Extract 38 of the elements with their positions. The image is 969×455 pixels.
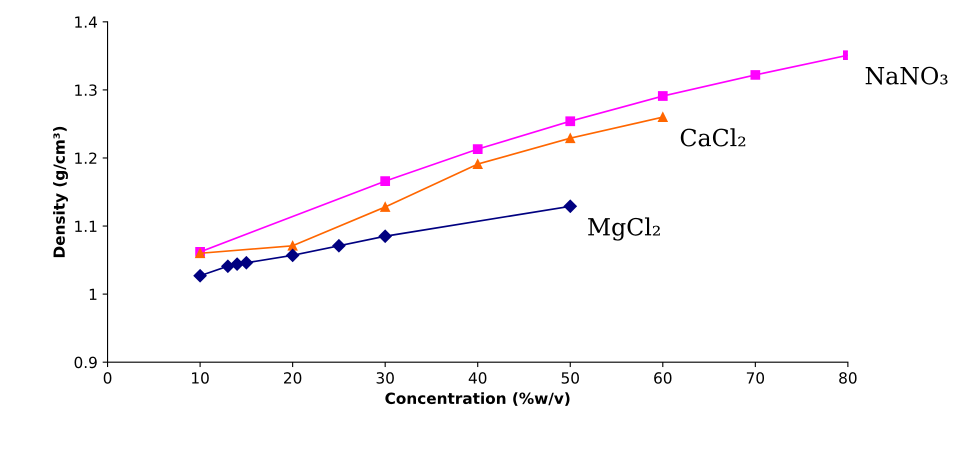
y-tick-label: 0.9	[74, 356, 97, 368]
point	[564, 200, 577, 213]
x-tick-label: 10	[192, 372, 209, 384]
y-tick-label: 1.2	[75, 152, 96, 164]
series-label: NaNO₃	[866, 66, 948, 85]
y-tick-label: 1.4	[75, 16, 97, 28]
x-tick-label: 20	[284, 372, 302, 384]
point	[286, 248, 300, 262]
x-tick-label: 80	[839, 372, 857, 384]
x-tick-label: 0	[104, 372, 112, 384]
point	[194, 269, 207, 282]
x-tick-label: 50	[562, 372, 579, 384]
y-tick-label: 1.1	[75, 220, 96, 232]
point	[565, 133, 576, 144]
point	[221, 260, 234, 273]
point	[380, 176, 390, 186]
point	[472, 144, 483, 154]
point	[240, 256, 253, 270]
point	[565, 116, 576, 126]
point	[380, 202, 390, 212]
point	[750, 70, 760, 80]
point	[288, 240, 298, 251]
point	[472, 159, 483, 169]
y-tick-label: 1	[90, 288, 96, 300]
x-tick-label: 30	[376, 372, 394, 384]
point	[230, 258, 244, 271]
point	[378, 230, 392, 243]
series-label: CaCl₂	[680, 128, 746, 147]
series-label: MgCl₂	[588, 217, 660, 241]
y-tick-label: 1.3	[75, 84, 97, 96]
x-tick-label: 70	[746, 372, 764, 384]
x-tick-label: 40	[468, 372, 486, 384]
point	[658, 91, 668, 101]
point	[332, 239, 346, 252]
x-tick-label: 60	[654, 372, 672, 384]
y-axis-title: Density (g/cm³)	[53, 126, 68, 258]
x-axis-title: Concentration (%w/v)	[385, 392, 570, 406]
point	[658, 112, 668, 122]
